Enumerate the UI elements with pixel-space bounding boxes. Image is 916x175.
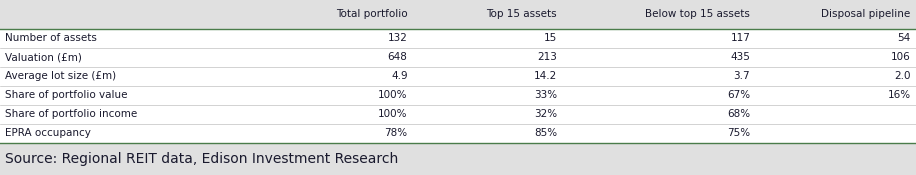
Bar xyxy=(0,48,916,67)
Bar xyxy=(0,105,916,124)
Text: 3.7: 3.7 xyxy=(734,71,750,81)
Text: EPRA occupancy: EPRA occupancy xyxy=(5,128,92,138)
Text: 14.2: 14.2 xyxy=(534,71,557,81)
Bar xyxy=(0,143,916,175)
Text: 16%: 16% xyxy=(888,90,911,100)
Text: Top 15 assets: Top 15 assets xyxy=(486,9,557,19)
Bar xyxy=(0,124,916,143)
Text: 32%: 32% xyxy=(534,109,557,119)
Text: Valuation (£m): Valuation (£m) xyxy=(5,52,82,62)
Bar xyxy=(0,0,916,29)
Bar xyxy=(0,67,916,86)
Text: Number of assets: Number of assets xyxy=(5,33,97,43)
Text: 648: 648 xyxy=(387,52,408,62)
Text: 54: 54 xyxy=(898,33,911,43)
Text: 33%: 33% xyxy=(534,90,557,100)
Text: 68%: 68% xyxy=(727,109,750,119)
Text: Source: Regional REIT data, Edison Investment Research: Source: Regional REIT data, Edison Inves… xyxy=(5,152,398,166)
Text: 15: 15 xyxy=(544,33,557,43)
Text: Below top 15 assets: Below top 15 assets xyxy=(646,9,750,19)
Text: Share of portfolio value: Share of portfolio value xyxy=(5,90,128,100)
Text: 78%: 78% xyxy=(385,128,408,138)
Text: Total portfolio: Total portfolio xyxy=(336,9,408,19)
Bar xyxy=(0,86,916,105)
Text: 100%: 100% xyxy=(378,90,408,100)
Text: 85%: 85% xyxy=(534,128,557,138)
Text: 117: 117 xyxy=(730,33,750,43)
Text: 75%: 75% xyxy=(727,128,750,138)
Text: 213: 213 xyxy=(537,52,557,62)
Text: 4.9: 4.9 xyxy=(391,71,408,81)
Text: 2.0: 2.0 xyxy=(894,71,911,81)
Text: 435: 435 xyxy=(730,52,750,62)
Bar xyxy=(0,29,916,48)
Text: Average lot size (£m): Average lot size (£m) xyxy=(5,71,116,81)
Text: 106: 106 xyxy=(890,52,911,62)
Text: Share of portfolio income: Share of portfolio income xyxy=(5,109,137,119)
Text: 67%: 67% xyxy=(727,90,750,100)
Text: 100%: 100% xyxy=(378,109,408,119)
Text: 132: 132 xyxy=(387,33,408,43)
Text: Disposal pipeline: Disposal pipeline xyxy=(822,9,911,19)
